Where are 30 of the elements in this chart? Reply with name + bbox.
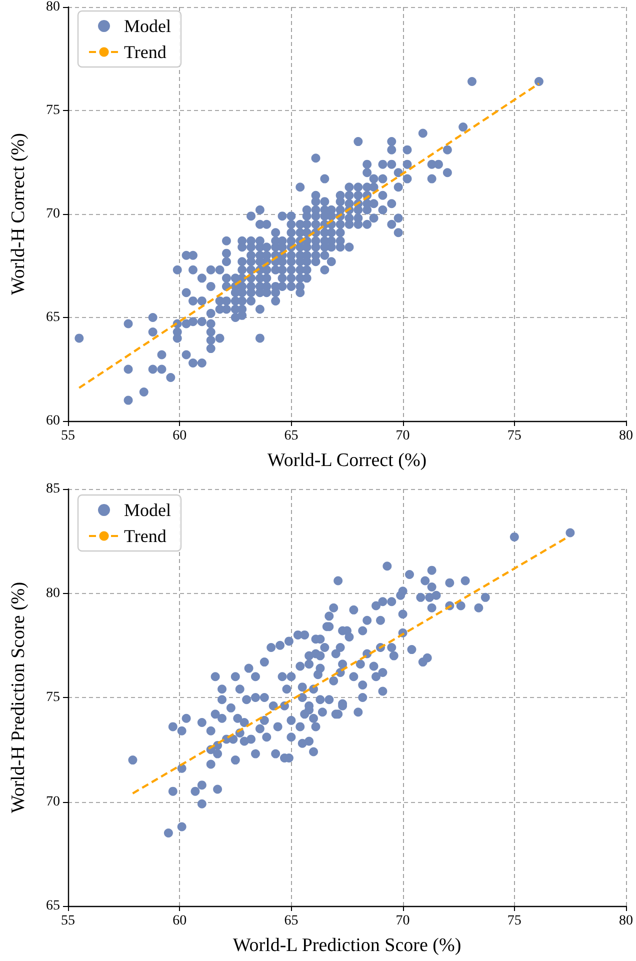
y-axis-title: World-H Prediction Score (%) [8,582,29,814]
x-tick-label: 80 [619,428,633,444]
x-tick-label: 55 [61,428,75,444]
x-tick-label: 65 [284,428,298,444]
x-tick-label: 60 [172,428,187,444]
x-tick-label: 70 [396,428,410,444]
y-tick-label: 80 [46,586,60,601]
y-tick-label: 85 [46,482,60,496]
x-tick-label: 60 [172,914,187,928]
x-tick-label: 80 [619,914,633,928]
y-tick-label: 65 [46,310,60,325]
y-axis-title: World-H Correct (%) [8,132,29,296]
x-tick-label: 65 [284,914,298,928]
x-tick-label: 70 [396,914,410,928]
x-axis-title: World-L Prediction Score (%) [232,935,462,956]
y-tick-label: 75 [46,103,60,118]
legend-label: Model [124,16,171,36]
y-tick-label: 80 [46,0,60,14]
x-axis-title: World-L Correct (%) [267,450,427,471]
legend-label: Trend [124,42,166,62]
y-tick-label: 65 [46,898,60,914]
y-tick-label: 75 [46,690,60,705]
legend-label: Trend [124,526,166,546]
x-tick-label: 75 [507,428,522,444]
y-tick-label: 70 [46,206,60,222]
x-tick-label: 75 [507,914,522,928]
y-tick-label: 70 [46,794,60,810]
x-tick-label: 55 [61,914,75,928]
y-tick-label: 60 [46,414,60,428]
legend-label: Model [124,500,171,520]
